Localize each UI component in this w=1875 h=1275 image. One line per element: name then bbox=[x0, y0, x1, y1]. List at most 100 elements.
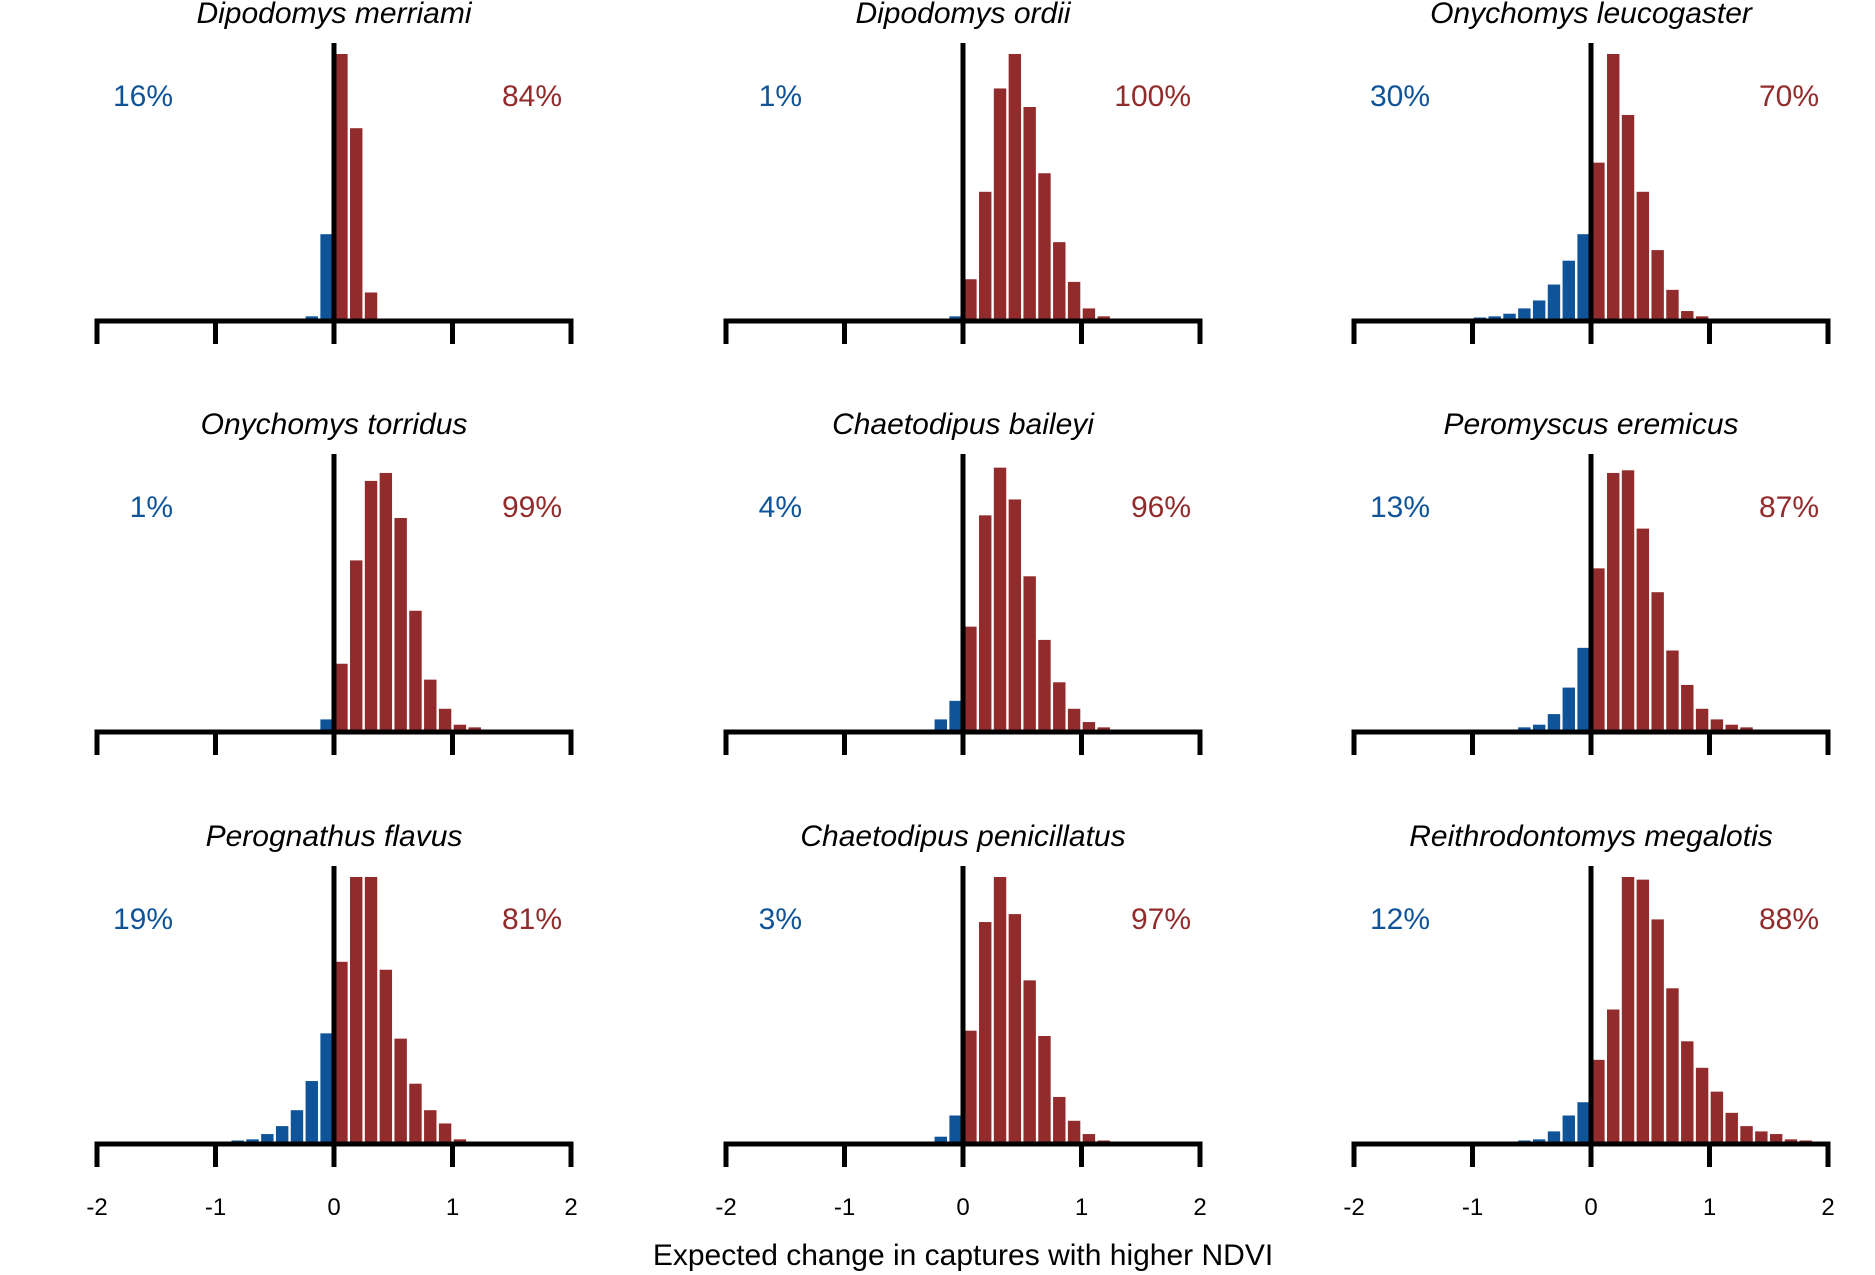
negative-bar bbox=[1473, 317, 1487, 319]
negative-bar bbox=[320, 234, 333, 319]
positive-bar bbox=[394, 518, 407, 730]
panel-1: Dipodomys merriami 16% 84% bbox=[94, 0, 574, 344]
negative-bar bbox=[1532, 300, 1546, 319]
positive-bar bbox=[1666, 289, 1679, 319]
x-tick-label: 1 bbox=[1703, 1194, 1716, 1221]
positive-bar bbox=[1740, 1126, 1753, 1142]
positive-percent-label: 81% bbox=[502, 903, 562, 936]
positive-bar bbox=[1651, 592, 1664, 730]
negative-bar bbox=[275, 1126, 289, 1142]
positive-percent-label: 70% bbox=[1759, 80, 1819, 113]
x-tick-label: -2 bbox=[715, 1194, 736, 1221]
positive-bar bbox=[438, 708, 452, 730]
x-axis-title: Expected change in captures with higher … bbox=[653, 1239, 1273, 1272]
negative-percent-label: 1% bbox=[130, 491, 173, 524]
negative-bar bbox=[949, 700, 962, 730]
x-tick-label: -2 bbox=[1343, 1194, 1364, 1221]
positive-bar bbox=[1067, 708, 1081, 730]
positive-bar bbox=[364, 480, 378, 730]
x-tick-label: -1 bbox=[1462, 1194, 1483, 1221]
positive-bar bbox=[1097, 316, 1110, 319]
negative-bar bbox=[290, 1110, 304, 1142]
positive-bar bbox=[1067, 281, 1081, 319]
positive-bar bbox=[1725, 724, 1738, 730]
x-tick-label: 1 bbox=[1075, 1194, 1088, 1221]
positive-bar bbox=[1621, 114, 1635, 319]
positive-bar bbox=[424, 1110, 437, 1142]
positive-bar bbox=[1695, 708, 1709, 730]
negative-bar bbox=[1547, 1131, 1561, 1142]
positive-bar bbox=[964, 279, 977, 319]
positive-bar bbox=[964, 626, 977, 730]
positive-bar bbox=[1053, 242, 1066, 319]
positive-bar bbox=[993, 467, 1007, 730]
x-tick-label: 0 bbox=[956, 1194, 969, 1221]
negative-bar bbox=[320, 1033, 333, 1142]
positive-bar bbox=[1607, 472, 1620, 730]
positive-bar bbox=[1592, 162, 1605, 319]
positive-bar bbox=[350, 560, 363, 730]
positive-bar bbox=[409, 610, 422, 730]
positive-bar bbox=[1651, 250, 1664, 319]
positive-bar bbox=[1710, 1091, 1724, 1142]
panel-3: Onychomys leucogaster 30% 70% bbox=[1351, 0, 1831, 344]
panel-7: Perognathus flavus -2 -1 0 1 2 19% 81% bbox=[86, 820, 577, 1221]
negative-bar bbox=[1518, 308, 1531, 319]
panel-title: Dipodomys merriami bbox=[196, 0, 472, 30]
panel-6: Peromyscus eremicus 13% 87% bbox=[1351, 408, 1831, 755]
positive-bar bbox=[1681, 1041, 1694, 1142]
positive-bar bbox=[409, 1083, 422, 1142]
positive-percent-label: 88% bbox=[1759, 903, 1819, 936]
positive-percent-label: 96% bbox=[1131, 491, 1191, 524]
positive-bar bbox=[1023, 980, 1036, 1142]
negative-percent-label: 1% bbox=[759, 80, 802, 113]
positive-bar bbox=[1799, 1140, 1812, 1142]
positive-percent-label: 99% bbox=[502, 491, 562, 524]
negative-bar bbox=[934, 719, 947, 730]
positive-bar bbox=[453, 1139, 467, 1142]
x-tick-label: -1 bbox=[205, 1194, 226, 1221]
positive-bar bbox=[1082, 722, 1096, 730]
negative-bar bbox=[231, 1140, 244, 1142]
positive-bar bbox=[1740, 727, 1753, 730]
positive-bar bbox=[1607, 1009, 1620, 1142]
x-tick-label: 2 bbox=[1821, 1194, 1834, 1221]
x-tick-label: 0 bbox=[1584, 1194, 1597, 1221]
negative-percent-label: 4% bbox=[759, 491, 802, 524]
panel-title: Perognathus flavus bbox=[206, 820, 463, 853]
negative-percent-label: 13% bbox=[1370, 491, 1430, 524]
positive-bar bbox=[335, 961, 348, 1142]
positive-bar bbox=[350, 128, 363, 319]
panel-8: Chaetodipus penicillatus -2 -1 0 1 2 3% 97% bbox=[715, 820, 1206, 1221]
panel-title: Peromyscus eremicus bbox=[1443, 408, 1738, 441]
x-tick-label: 2 bbox=[1193, 1194, 1206, 1221]
positive-bar bbox=[1097, 1140, 1110, 1142]
x-tick-label: -2 bbox=[86, 1194, 107, 1221]
negative-percent-label: 19% bbox=[113, 903, 173, 936]
panel-5: Chaetodipus baileyi 4% 96% bbox=[723, 408, 1203, 755]
positive-bar bbox=[1710, 719, 1724, 730]
panel-2: Dipodomys ordii 1% 100% bbox=[723, 0, 1203, 344]
positive-bar bbox=[1636, 191, 1650, 319]
negative-bar bbox=[1577, 234, 1590, 319]
positive-bar bbox=[1053, 682, 1066, 730]
panel-title: Onychomys leucogaster bbox=[1430, 0, 1753, 30]
positive-bar bbox=[1067, 1120, 1081, 1142]
positive-bar bbox=[1008, 499, 1022, 730]
x-tick-label: 1 bbox=[446, 1194, 459, 1221]
positive-bar bbox=[1784, 1139, 1798, 1142]
negative-bar bbox=[1562, 260, 1575, 319]
positive-bar bbox=[964, 1030, 977, 1142]
positive-bar bbox=[438, 1123, 452, 1142]
positive-bar bbox=[1636, 528, 1650, 730]
positive-bar bbox=[453, 724, 467, 730]
negative-bar bbox=[305, 1081, 318, 1142]
x-tick-label: 0 bbox=[327, 1194, 340, 1221]
negative-percent-label: 16% bbox=[113, 80, 173, 113]
positive-percent-label: 87% bbox=[1759, 491, 1819, 524]
negative-bar bbox=[1518, 1140, 1531, 1142]
positive-bar bbox=[1023, 107, 1036, 319]
positive-bar bbox=[1681, 684, 1694, 730]
panel-4: Onychomys torridus 1% 99% bbox=[94, 408, 574, 755]
positive-bar bbox=[1695, 316, 1709, 319]
